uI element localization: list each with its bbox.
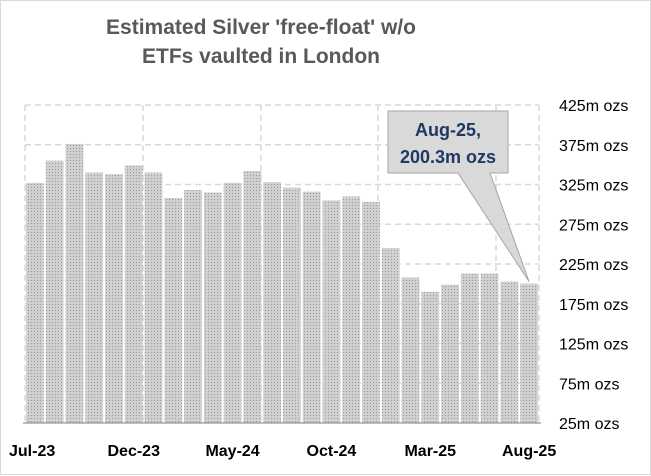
bar bbox=[480, 273, 499, 423]
bar bbox=[25, 182, 44, 423]
callout-line-1: Aug-25, bbox=[415, 120, 481, 140]
callout-box bbox=[387, 110, 530, 282]
bar bbox=[124, 165, 143, 424]
bar bbox=[322, 200, 341, 423]
y-tick-label: 325m ozs bbox=[559, 178, 628, 195]
bar bbox=[105, 174, 123, 423]
bar bbox=[520, 283, 539, 423]
bar bbox=[184, 190, 202, 423]
bar bbox=[243, 170, 262, 423]
bar bbox=[460, 273, 479, 423]
bar bbox=[263, 182, 282, 423]
x-tick-label: May-24 bbox=[205, 443, 259, 460]
bar bbox=[302, 191, 321, 423]
bar bbox=[85, 172, 104, 423]
y-tick-label: 175m ozs bbox=[559, 297, 628, 314]
callout-line-2: 200.3m ozs bbox=[400, 147, 496, 167]
y-tick-label: 125m ozs bbox=[559, 337, 628, 354]
x-tick-label: Mar-25 bbox=[404, 443, 456, 460]
x-tick-label: Dec-23 bbox=[107, 443, 160, 460]
x-tick-label: Aug-25 bbox=[502, 443, 556, 460]
bar bbox=[441, 284, 459, 423]
bar bbox=[164, 198, 183, 423]
y-tick-label: 75m ozs bbox=[559, 376, 619, 393]
bar bbox=[500, 281, 519, 423]
chart-title-line-1: Estimated Silver 'free-float' w/o bbox=[106, 16, 416, 39]
bar bbox=[282, 187, 301, 423]
bar bbox=[342, 196, 361, 423]
bar bbox=[45, 160, 64, 423]
y-tick-label: 25m ozs bbox=[559, 416, 619, 433]
y-tick-label: 225m ozs bbox=[559, 257, 628, 274]
bar bbox=[223, 182, 242, 423]
bar bbox=[65, 143, 84, 423]
x-tick-label: Oct-24 bbox=[307, 443, 357, 460]
bar bbox=[144, 172, 163, 423]
chart-title-line-2: ETFs vaulted in London bbox=[142, 45, 380, 68]
chart-title: Estimated Silver 'free-float' w/o ETFs v… bbox=[61, 13, 461, 71]
bar bbox=[362, 201, 380, 423]
bar bbox=[421, 291, 440, 423]
y-tick-label: 375m ozs bbox=[559, 138, 628, 155]
y-tick-label: 425m ozs bbox=[559, 98, 628, 115]
x-tick-label: Jul-23 bbox=[9, 443, 55, 460]
bar bbox=[401, 277, 420, 423]
y-tick-label: 275m ozs bbox=[559, 217, 628, 234]
bar bbox=[381, 248, 400, 423]
bar bbox=[203, 192, 222, 423]
